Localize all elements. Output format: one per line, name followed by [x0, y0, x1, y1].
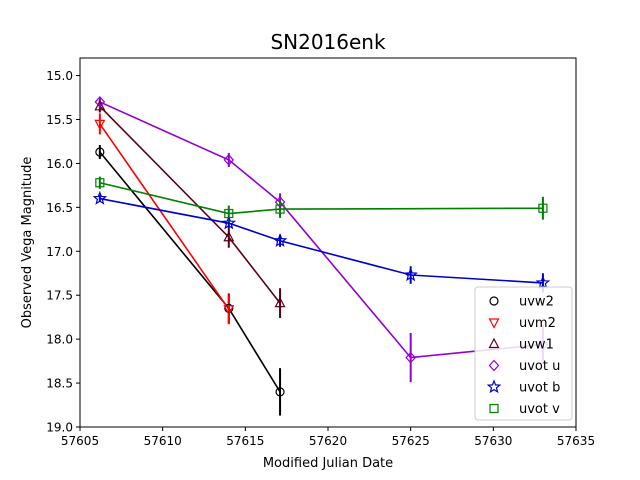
legend-label: uvw1 [519, 338, 554, 353]
legend-marker-uvot-v [489, 403, 499, 414]
point-uvw2 [224, 303, 234, 313]
x-tick-label: 57635 [557, 434, 595, 448]
point-uvot-b [272, 233, 288, 247]
legend-marker-uvot-b [486, 379, 502, 394]
series-line-uvot-v [99, 181, 543, 215]
legend-label: uvot b [519, 381, 560, 396]
legend: uvw2 uvm2 uvw1 uvot u uvot b uvot v [474, 286, 573, 421]
legend-label: uvm2 [519, 316, 556, 331]
x-axis-label: Modified Julian Date [263, 456, 393, 471]
point-uvot-v [275, 204, 285, 214]
x-axis: 57605 57610 57615 57620 57625 57630 57635 [61, 427, 595, 448]
chart-title: SN2016enk [270, 30, 386, 54]
y-tick-label: 15.5 [46, 113, 73, 127]
legend-box [474, 286, 573, 421]
x-tick-label: 57630 [474, 434, 512, 448]
point-uvot-u [405, 351, 416, 364]
legend-marker-uvw2 [489, 296, 499, 306]
legend-marker-uvm2 [488, 318, 500, 329]
point-uvot-u [94, 96, 106, 108]
y-tick-label: 15.0 [46, 69, 73, 83]
y-tick-label: 19.0 [46, 421, 73, 435]
point-uvw1 [94, 100, 106, 111]
y-tick-label: 17.0 [46, 245, 73, 259]
x-tick-label: 57605 [61, 434, 99, 448]
y-axis: 15.0 15.5 16.0 16.5 17.0 17.5 18.0 18.5 19.0 [46, 69, 80, 435]
point-uvot-u [274, 196, 286, 208]
y-axis-label: Observed Vega Magnitude [20, 157, 35, 329]
legend-marker-uvot-u [488, 359, 500, 372]
point-uvw1 [223, 230, 235, 242]
y-tick-label: 18.0 [46, 333, 73, 347]
point-uvot-b [92, 190, 108, 205]
legend-label: uvw2 [519, 295, 554, 310]
x-tick-label: 57615 [226, 434, 264, 448]
data-markers [92, 96, 551, 397]
point-uvot-b [535, 275, 551, 290]
series-line-uvm2 [99, 123, 230, 310]
point-uvw2 [275, 387, 285, 397]
series-line-uvw2 [99, 151, 281, 393]
point-uvot-v [538, 203, 548, 213]
legend-marker-uvw1 [488, 337, 500, 349]
x-tick-label: 57610 [144, 434, 182, 448]
point-uvw2 [95, 147, 105, 157]
point-uvot-b [403, 267, 418, 282]
y-tick-label: 16.0 [46, 157, 73, 171]
legend-label: uvot u [519, 359, 560, 374]
point-uvm2 [94, 119, 106, 131]
point-uvot-b [221, 215, 237, 230]
x-tick-label: 57625 [392, 434, 430, 448]
y-tick-label: 16.5 [46, 201, 73, 215]
point-uvot-v [95, 178, 105, 188]
y-tick-label: 17.5 [46, 289, 73, 303]
point-uvm2 [223, 305, 235, 316]
legend-label: uvot v [519, 402, 560, 417]
point-uvot-u [223, 154, 235, 166]
point-uvot-v [224, 208, 234, 219]
series-line-uvot-b [99, 197, 543, 284]
point-uvw1 [274, 296, 286, 308]
x-tick-label: 57620 [309, 434, 347, 448]
y-tick-label: 18.5 [46, 377, 73, 391]
